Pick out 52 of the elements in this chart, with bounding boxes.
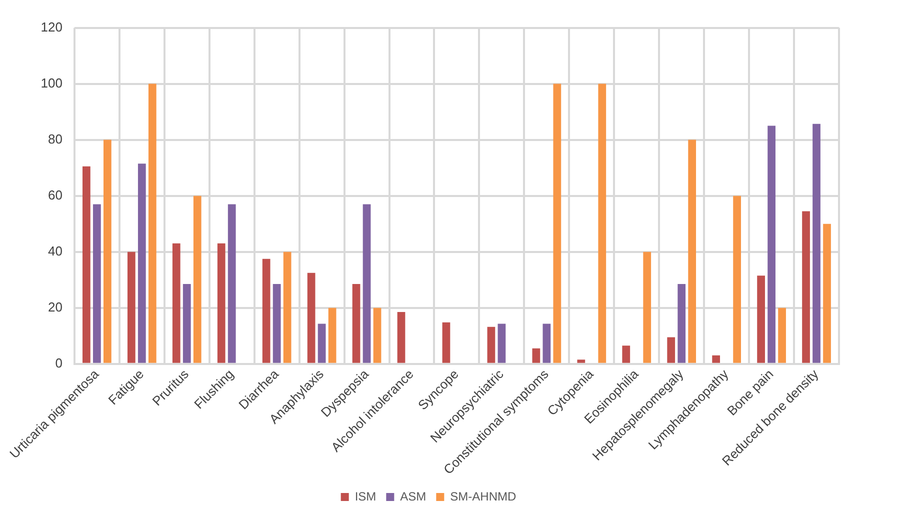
- bar: [487, 326, 496, 363]
- bar: [138, 164, 146, 363]
- y-tick-label: 80: [48, 131, 62, 146]
- bar: [103, 140, 112, 363]
- bar: [362, 204, 371, 363]
- bar: [217, 243, 226, 363]
- bar: [733, 196, 741, 363]
- bar: [193, 196, 202, 363]
- bar: [667, 337, 676, 363]
- bar: [688, 140, 696, 363]
- bar: [307, 272, 316, 363]
- bar: [542, 324, 551, 363]
- bar: [373, 308, 382, 363]
- bar: [172, 243, 180, 363]
- bar: [442, 322, 450, 363]
- bar: [812, 124, 820, 363]
- bar: [553, 84, 562, 363]
- bar: [712, 355, 720, 363]
- y-tick-label: 40: [48, 243, 62, 258]
- bar: [757, 276, 765, 363]
- y-tick-label: 60: [48, 187, 62, 202]
- y-tick-label: 100: [40, 75, 62, 90]
- bar: [262, 258, 270, 363]
- bar: [93, 204, 101, 363]
- bar: [778, 308, 786, 363]
- bar: [352, 284, 360, 363]
- legend-label: SM-AHNMD: [450, 489, 516, 504]
- legend-label: ISM: [354, 489, 376, 504]
- y-tick-label: 0: [55, 355, 62, 370]
- bar: [82, 166, 90, 363]
- bar: [182, 284, 191, 363]
- bar: [577, 360, 586, 363]
- y-tick-label: 120: [40, 19, 62, 34]
- bar: [498, 324, 506, 363]
- legend-label: ASM: [400, 489, 426, 504]
- bar: [622, 346, 630, 363]
- bar: [532, 348, 540, 363]
- bar: [598, 84, 606, 363]
- bar: [148, 84, 156, 363]
- y-tick-label: 20: [48, 299, 62, 314]
- bar: [397, 312, 406, 363]
- bar: [283, 252, 292, 363]
- bar: [272, 284, 281, 363]
- bar: [328, 308, 336, 363]
- bar: [228, 204, 236, 363]
- bar: [318, 324, 326, 363]
- bar: [802, 211, 810, 363]
- bar: [643, 252, 652, 363]
- bar: [768, 126, 776, 363]
- bar: [127, 252, 136, 363]
- bar: [678, 284, 686, 363]
- bar: [823, 224, 831, 363]
